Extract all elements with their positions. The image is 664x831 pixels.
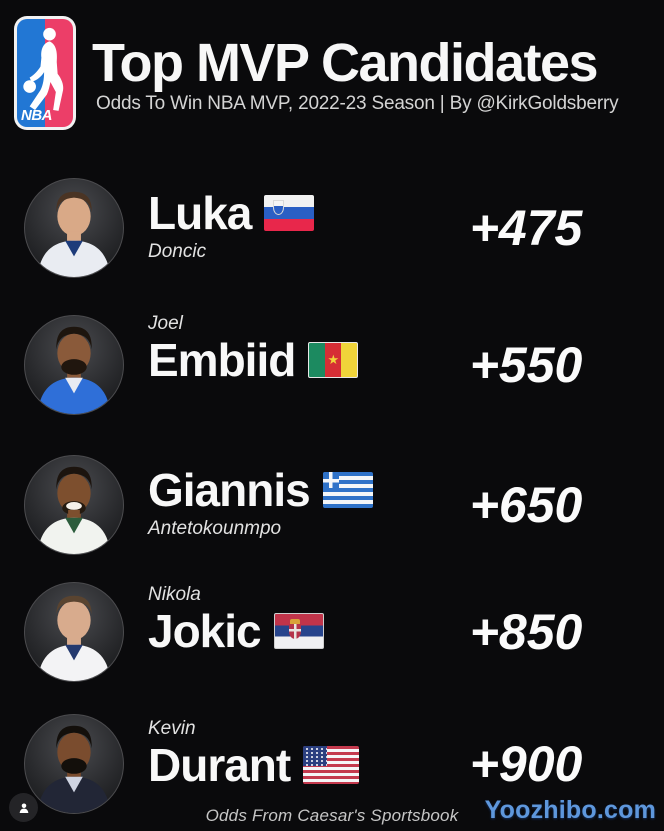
player-name-secondary: Antetokounmpo — [148, 518, 282, 539]
player-name-secondary: Doncic — [148, 241, 207, 262]
player-name-secondary: Nikola — [148, 584, 201, 605]
slovenia-flag-icon — [264, 195, 315, 231]
nba-logo-panel: NBA — [17, 19, 73, 127]
page-subtitle: Odds To Win NBA MVP, 2022-23 Season | By… — [96, 93, 619, 114]
nba-player-silhouette-icon — [23, 27, 64, 111]
cameroon-flag-icon — [308, 342, 359, 378]
player-avatar — [24, 455, 124, 555]
person-icon — [19, 802, 28, 813]
player-name-secondary: Kevin — [148, 718, 196, 739]
player-odds: +550 — [469, 337, 583, 393]
greece-flag-icon — [322, 472, 373, 508]
player-name-secondary: Joel — [148, 313, 183, 334]
player-odds: +850 — [469, 604, 583, 660]
player-row: Giannis Antetokounmpo +650 — [0, 453, 664, 563]
player-names: Nikola Jokic — [148, 584, 324, 656]
page-title: Top MVP Candidates — [92, 33, 599, 93]
tagged-people-icon[interactable] — [9, 793, 38, 822]
player-avatar — [24, 582, 124, 682]
player-name-main: Durant — [148, 739, 291, 791]
player-avatar — [24, 714, 124, 814]
player-name-main: Jokic — [148, 605, 262, 657]
player-avatar — [24, 178, 124, 278]
watermark-link[interactable]: Yoozhibo.com — [484, 796, 656, 824]
player-odds: +650 — [469, 477, 583, 533]
player-names: Joel Embiid — [148, 313, 359, 386]
player-names: Kevin Durant — [148, 718, 360, 791]
nba-logo: NBA — [14, 16, 76, 130]
player-name-main: Luka — [148, 187, 252, 239]
nba-logo-wordmark: NBA — [21, 107, 53, 124]
player-name-main: Embiid — [148, 334, 296, 386]
player-row: Nikola Jokic +850 — [0, 580, 664, 690]
player-names: Luka Doncic — [148, 187, 315, 263]
odds-source-note: Odds From Caesar's Sportsbook — [205, 806, 459, 825]
player-row: Luka Doncic +475 — [0, 176, 664, 286]
player-names: Giannis Antetokounmpo — [148, 465, 373, 540]
player-name-main: Giannis — [148, 464, 311, 516]
player-odds: +475 — [469, 200, 583, 256]
usa-flag-icon — [303, 746, 360, 784]
player-row: Kevin Durant +900 — [0, 712, 664, 822]
player-avatar — [24, 315, 124, 415]
player-row: Joel Embiid +550 — [0, 313, 664, 423]
player-odds: +900 — [469, 736, 583, 792]
serbia-flag-icon — [273, 613, 324, 649]
